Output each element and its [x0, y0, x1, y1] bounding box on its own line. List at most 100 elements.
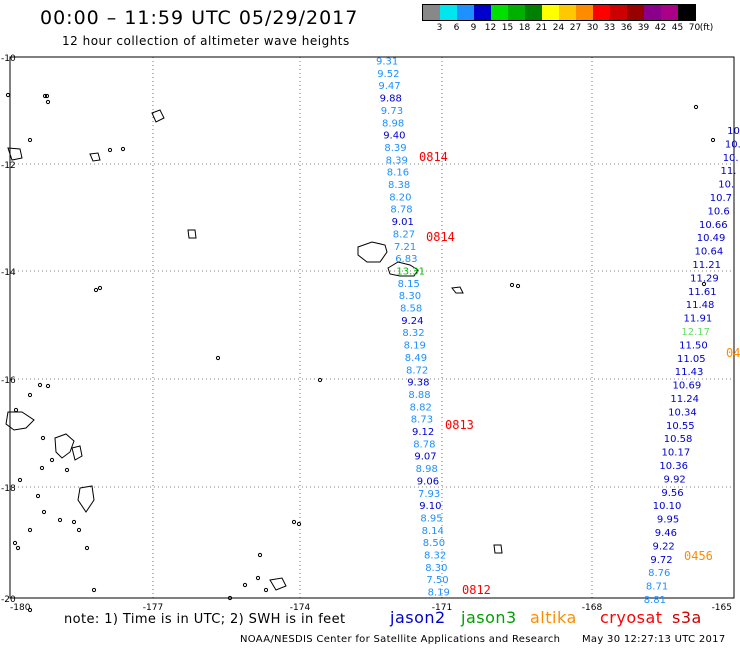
- wave-height-value: 9.47: [378, 81, 400, 92]
- islet-outline: [39, 465, 45, 471]
- wave-height-value: 9.24: [401, 316, 423, 327]
- islet-outline: [509, 282, 515, 288]
- legend-tick-label: 70: [688, 23, 701, 33]
- wave-height-value: 10.: [718, 180, 734, 191]
- latitude-label: -12: [1, 161, 16, 171]
- wave-height-value: 7.93: [418, 489, 440, 500]
- island-outline: [7, 147, 23, 161]
- wave-height-value: 10.10: [653, 501, 682, 512]
- islet-outline: [255, 575, 261, 581]
- islet-outline: [701, 281, 707, 287]
- latitude-label: -20: [1, 595, 16, 605]
- legend-tick-label: 36: [620, 23, 633, 33]
- pass-time-label: 0814: [419, 150, 448, 164]
- wave-height-value: 8.58: [400, 304, 422, 315]
- islet-outline: [120, 146, 126, 152]
- legend-swatches: [422, 4, 696, 21]
- wave-height-value: 8.32: [424, 551, 446, 562]
- islet-outline: [49, 457, 55, 463]
- map-frame: [9, 56, 735, 599]
- wave-height-value: 8.20: [389, 192, 411, 203]
- wave-height-value: 8.30: [425, 563, 447, 574]
- wave-height-value: 9.10: [419, 501, 441, 512]
- islet-outline: [291, 519, 297, 525]
- islet-outline: [27, 607, 33, 613]
- page-subtitle: 12 hour collection of altimeter wave hei…: [62, 34, 350, 48]
- wave-height-value: 8.14: [422, 526, 444, 537]
- wave-height-value: 10.7: [710, 193, 732, 204]
- wave-height-value: 13.31: [396, 266, 425, 277]
- islet-outline: [17, 477, 23, 483]
- island-outline: [187, 229, 197, 239]
- legend-labels: 3 6 9 12 15 18 21 24 27 30 33 36 39 42 45 70 (ft): [422, 21, 714, 33]
- legend-swatch: [576, 5, 593, 20]
- islet-outline: [15, 545, 21, 551]
- wave-height-value: 7.21: [394, 242, 416, 253]
- wave-height-value: 11.91: [684, 314, 713, 325]
- legend-tick-label: 27: [569, 23, 582, 33]
- color-legend: 3 6 9 12 15 18 21 24 27 30 33 36 39 42 45 70 (ft): [422, 4, 714, 33]
- satellite-legend-item: jason3: [461, 608, 517, 627]
- islet-outline: [37, 382, 43, 388]
- wave-height-value: 9.46: [655, 528, 677, 539]
- legend-swatch: [627, 5, 644, 20]
- pass-time-label: 0812: [462, 583, 491, 597]
- map-axes: -10 -12 -14 -16 -18 -20-180 -177 -174 -171 -168 -1…: [1, 54, 732, 613]
- wave-height-value: 10.64: [695, 247, 724, 258]
- islet-outline: [45, 383, 51, 389]
- wave-height-value: 8.98: [416, 464, 438, 475]
- wave-height-value: 9.12: [412, 427, 434, 438]
- legend-tick-label: 33: [603, 23, 616, 33]
- legend-tick-label: 30: [586, 23, 599, 33]
- wave-height-value: 8.39: [384, 143, 406, 154]
- wave-height-value: 9.40: [383, 131, 405, 142]
- wave-height-value: 9.56: [661, 488, 683, 499]
- wave-height-value: 9.01: [392, 217, 414, 228]
- wave-height-value: 10.49: [697, 233, 726, 244]
- latitude-label: -18: [1, 484, 16, 494]
- islet-outline: [27, 527, 33, 533]
- wave-height-value: 9.92: [664, 474, 686, 485]
- wave-height-value: 10.36: [659, 461, 688, 472]
- satellite-legend-item: altika: [530, 608, 577, 627]
- wave-height-value: 8.38: [388, 180, 410, 191]
- wave-height-value: 10.: [723, 153, 739, 164]
- islet-outline: [57, 517, 63, 523]
- islet-outline: [45, 99, 51, 105]
- legend-tick-label: 12: [484, 23, 497, 33]
- longitude-label: -165: [712, 603, 732, 613]
- wave-height-value: 9.06: [417, 476, 439, 487]
- altimeter-tracks: 9.319.529.479.889.738.989.408.398.398.16…: [376, 57, 740, 607]
- island-outline: [493, 544, 503, 554]
- islet-outline: [42, 93, 48, 99]
- islet-outline: [27, 392, 33, 398]
- islet-outline: [257, 552, 263, 558]
- wave-height-value: 10.: [725, 139, 740, 150]
- wave-height-value: 8.81: [644, 595, 666, 606]
- islet-outline: [64, 467, 70, 473]
- islet-outline: [515, 283, 521, 289]
- islet-outline: [5, 92, 11, 98]
- legend-swatch: [474, 5, 491, 20]
- longitude-label: -168: [582, 603, 603, 613]
- island-outline: [357, 241, 388, 263]
- wave-height-value: 8.72: [406, 365, 428, 376]
- wave-height-value: 9.22: [653, 541, 675, 552]
- islet-outline: [44, 93, 50, 99]
- legend-tick-label: 39: [637, 23, 650, 33]
- legend-tick-label: 24: [552, 23, 565, 33]
- wave-height-value: 7.50: [426, 575, 448, 586]
- islet-outline: [71, 519, 77, 525]
- legend-swatch: [525, 5, 542, 20]
- wave-height-value: 9.52: [377, 69, 399, 80]
- islet-outline: [97, 285, 103, 291]
- legend-swatch: [593, 5, 610, 20]
- islet-outline: [242, 582, 248, 588]
- wave-height-value: 8.76: [648, 568, 670, 579]
- legend-swatch: [423, 5, 440, 20]
- legend-tick-label: 6: [453, 23, 460, 33]
- wave-height-value: 10.58: [664, 434, 693, 445]
- islet-outline: [91, 587, 97, 593]
- wave-height-value: 8.50: [423, 538, 445, 549]
- satellite-legend-item: s3a: [672, 608, 702, 627]
